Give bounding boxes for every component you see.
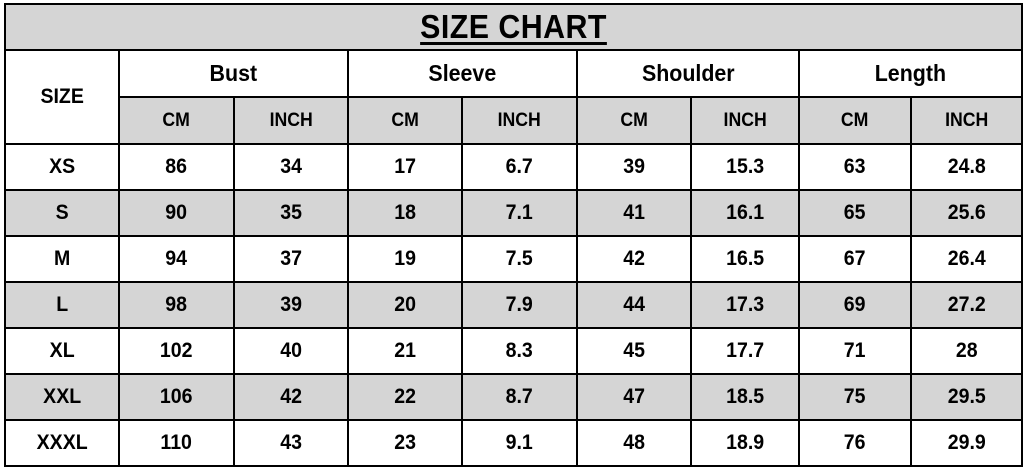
cell-bust-cm: 106 xyxy=(118,373,235,421)
cell-shoulder-inch: 16.1 xyxy=(689,189,801,237)
cell-length-inch: 25.6 xyxy=(909,189,1024,237)
table-row: XXXL 110 43 23 9.1 48 18.9 76 29.9 xyxy=(3,419,1024,467)
cell-size: S xyxy=(3,189,121,237)
size-header-label: SIZE xyxy=(40,85,84,108)
group-label-length: Length xyxy=(874,60,947,86)
cell-shoulder-cm: 41 xyxy=(575,189,692,237)
cell-bust-inch: 43 xyxy=(232,419,349,467)
cell-sleeve-inch: 9.1 xyxy=(461,419,578,467)
cell-sleeve-inch: 7.9 xyxy=(461,281,578,329)
table-body: XS 86 34 17 6.7 39 15.3 63 24.8 S 90 35 18 7.1 41 16.1 6… xyxy=(3,143,1024,467)
cell-sleeve-cm: 18 xyxy=(346,189,464,237)
cell-shoulder-inch: 17.7 xyxy=(689,327,801,375)
table-row: XS 86 34 17 6.7 39 15.3 63 24.8 xyxy=(3,143,1024,191)
cell-shoulder-cm: 45 xyxy=(575,327,692,375)
unit-header-row: CM INCH CM INCH CM INCH CM xyxy=(5,96,1024,145)
cell-length-cm: 65 xyxy=(798,189,912,237)
cell-shoulder-inch: 17.3 xyxy=(689,281,801,329)
cell-shoulder-cm: 47 xyxy=(575,373,692,421)
cell-bust-inch: 37 xyxy=(232,235,349,283)
unit-header-sleeve-cm: CM xyxy=(346,96,464,145)
cell-size: XL xyxy=(3,327,121,375)
column-header-size: SIZE xyxy=(3,49,121,145)
cell-length-cm: 75 xyxy=(798,373,912,421)
cell-sleeve-cm: 19 xyxy=(346,235,464,283)
cell-bust-inch: 34 xyxy=(232,143,349,191)
cell-size: XXL xyxy=(3,373,121,421)
column-group-length: Length xyxy=(798,49,1023,98)
unit-header-shoulder-cm: CM xyxy=(575,96,692,145)
cell-bust-inch: 39 xyxy=(232,281,349,329)
table-row: M 94 37 19 7.5 42 16.5 67 26.4 xyxy=(3,235,1024,283)
cell-bust-cm: 110 xyxy=(118,419,235,467)
group-label-shoulder: Shoulder xyxy=(641,60,735,86)
cell-length-cm: 63 xyxy=(798,143,912,191)
unit-header-length-inch: INCH xyxy=(909,96,1024,145)
unit-header-bust-inch: INCH xyxy=(232,96,349,145)
cell-length-inch: 27.2 xyxy=(909,281,1024,329)
cell-length-cm: 76 xyxy=(798,419,912,467)
unit-header-bust-cm: CM xyxy=(118,96,235,145)
group-header-row: SIZE Bust Sleeve Shoulder Length xyxy=(3,49,1023,145)
title-row: SIZE CHART xyxy=(4,3,1023,51)
page-title: SIZE CHART xyxy=(420,8,607,45)
cell-sleeve-cm: 20 xyxy=(346,281,464,329)
table-row: XL 102 40 21 8.3 45 17.7 71 28 xyxy=(3,327,1024,375)
cell-length-inch: 29.9 xyxy=(909,419,1024,467)
chart-title-cell: SIZE CHART xyxy=(4,3,1023,51)
table-row: S 90 35 18 7.1 41 16.1 65 25.6 xyxy=(3,189,1024,237)
cell-bust-inch: 35 xyxy=(232,189,349,237)
cell-shoulder-cm: 39 xyxy=(575,143,692,191)
cell-size: XS xyxy=(3,143,121,191)
cell-sleeve-inch: 8.3 xyxy=(461,327,578,375)
table-row: XXL 106 42 22 8.7 47 18.5 75 29.5 xyxy=(3,373,1024,421)
cell-size: L xyxy=(3,281,121,329)
unit-header-length-cm: CM xyxy=(798,96,912,145)
cell-bust-cm: 90 xyxy=(118,189,235,237)
cell-sleeve-inch: 7.1 xyxy=(461,189,578,237)
cell-shoulder-cm: 48 xyxy=(575,419,692,467)
column-group-bust: Bust xyxy=(118,49,349,98)
cell-size: XXXL xyxy=(3,419,121,467)
size-chart-container: SIZE CHART SIZE Bust Sleeve Shoulder Len… xyxy=(3,3,1024,467)
cell-shoulder-inch: 16.5 xyxy=(689,235,801,283)
cell-sleeve-cm: 17 xyxy=(346,143,464,191)
unit-header-sleeve-inch: INCH xyxy=(461,96,578,145)
cell-length-inch: 28 xyxy=(909,327,1024,375)
cell-shoulder-inch: 18.9 xyxy=(689,419,801,467)
cell-length-cm: 71 xyxy=(798,327,912,375)
table-row: L 98 39 20 7.9 44 17.3 69 27.2 xyxy=(3,281,1024,329)
table-header: SIZE CHART SIZE Bust Sleeve Shoulder Len… xyxy=(3,3,1024,145)
group-label-sleeve: Sleeve xyxy=(428,60,497,86)
cell-length-inch: 29.5 xyxy=(909,373,1024,421)
cell-bust-cm: 102 xyxy=(118,327,235,375)
cell-size: M xyxy=(3,235,121,283)
cell-shoulder-cm: 42 xyxy=(575,235,692,283)
cell-sleeve-cm: 23 xyxy=(346,419,464,467)
cell-shoulder-cm: 44 xyxy=(575,281,692,329)
cell-length-cm: 67 xyxy=(798,235,912,283)
column-group-sleeve: Sleeve xyxy=(346,49,578,98)
cell-sleeve-cm: 22 xyxy=(346,373,464,421)
unit-header-shoulder-inch: INCH xyxy=(689,96,801,145)
group-label-bust: Bust xyxy=(209,60,258,86)
cell-length-inch: 24.8 xyxy=(909,143,1024,191)
size-chart-table: SIZE CHART SIZE Bust Sleeve Shoulder Len… xyxy=(3,3,1024,467)
cell-bust-inch: 40 xyxy=(232,327,349,375)
column-group-shoulder: Shoulder xyxy=(575,49,801,98)
cell-sleeve-inch: 6.7 xyxy=(461,143,578,191)
cell-sleeve-cm: 21 xyxy=(346,327,464,375)
cell-sleeve-inch: 8.7 xyxy=(461,373,578,421)
cell-bust-inch: 42 xyxy=(232,373,349,421)
cell-bust-cm: 94 xyxy=(118,235,235,283)
cell-bust-cm: 98 xyxy=(118,281,235,329)
cell-shoulder-inch: 15.3 xyxy=(689,143,801,191)
cell-length-inch: 26.4 xyxy=(909,235,1024,283)
cell-sleeve-inch: 7.5 xyxy=(461,235,578,283)
cell-length-cm: 69 xyxy=(798,281,912,329)
cell-shoulder-inch: 18.5 xyxy=(689,373,801,421)
cell-bust-cm: 86 xyxy=(118,143,235,191)
